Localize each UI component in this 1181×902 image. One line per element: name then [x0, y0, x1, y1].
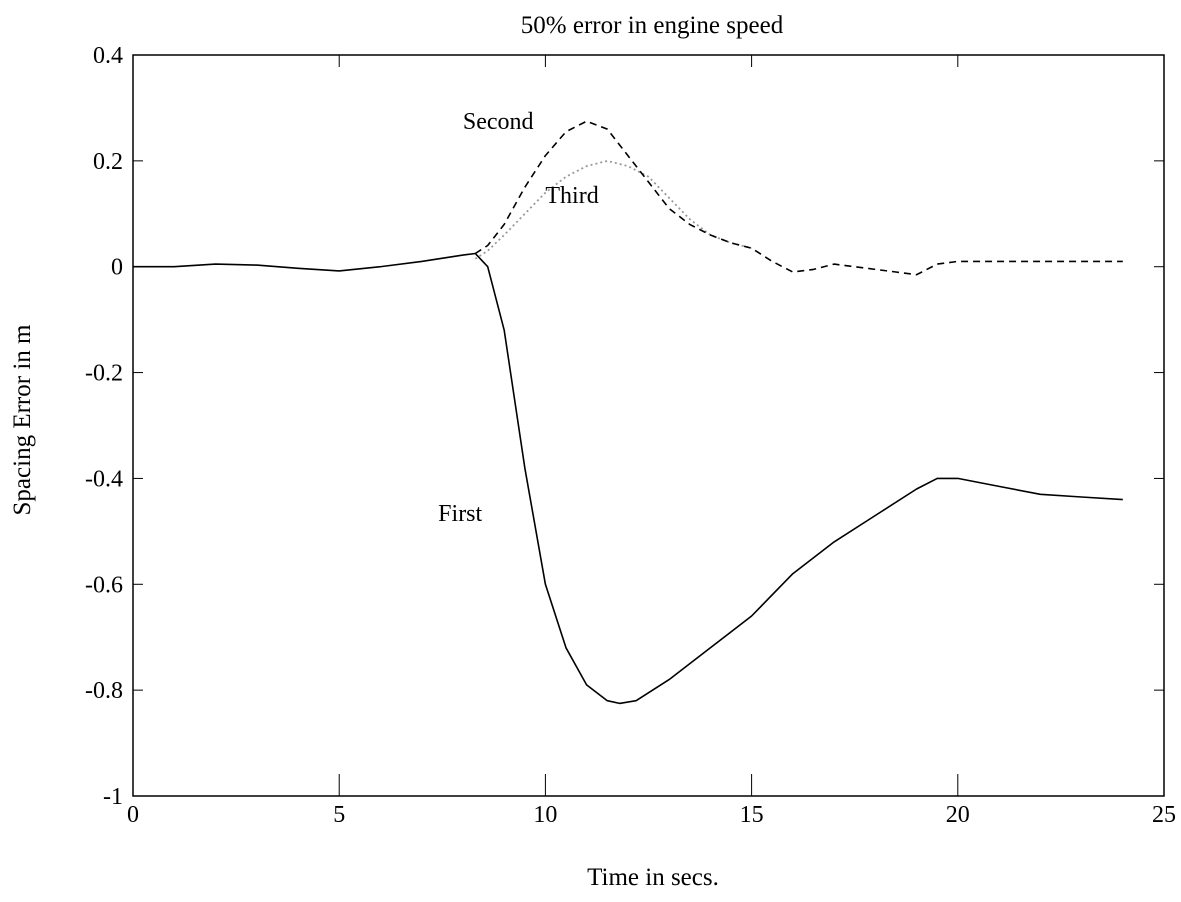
series-label-second: Second — [463, 109, 534, 135]
series-line-second — [474, 120, 1123, 276]
chart-title: 50% error in engine speed — [521, 12, 784, 39]
axis-ticks — [132, 54, 1165, 797]
x-tick-label: 10 — [533, 802, 557, 828]
series-line-first — [133, 252, 1123, 705]
plot-area-frame — [132, 54, 1165, 797]
x-tick-labels: 0 5 10 15 20 25 — [127, 802, 1176, 828]
series-annotations: Second Third First — [438, 109, 599, 527]
y-axis-label: Spacing Error in m — [9, 324, 36, 515]
y-tick-label: 0.2 — [93, 149, 123, 175]
y-tick-label: -0.4 — [85, 466, 123, 492]
x-tick-label: 5 — [333, 802, 345, 828]
y-tick-label: 0.4 — [93, 43, 123, 69]
x-axis-label: Time in secs. — [587, 864, 719, 891]
y-tick-label: -0.6 — [85, 572, 123, 598]
series-label-third: Third — [545, 183, 598, 209]
x-tick-label: 15 — [740, 802, 764, 828]
y-tick-label: -0.2 — [85, 361, 123, 387]
x-tick-label: 0 — [127, 802, 139, 828]
y-tick-labels: 0.4 0.2 0 -0.2 -0.4 -0.6 -0.8 -1 — [85, 43, 123, 810]
y-tick-label: -0.8 — [85, 678, 123, 704]
x-tick-label: 20 — [946, 802, 970, 828]
y-tick-label: 0 — [111, 255, 123, 281]
series-line-third — [474, 159, 752, 260]
x-tick-label: 25 — [1152, 802, 1176, 828]
series-label-first: First — [438, 501, 482, 527]
series-group — [133, 120, 1123, 705]
y-tick-label: -1 — [103, 784, 123, 810]
